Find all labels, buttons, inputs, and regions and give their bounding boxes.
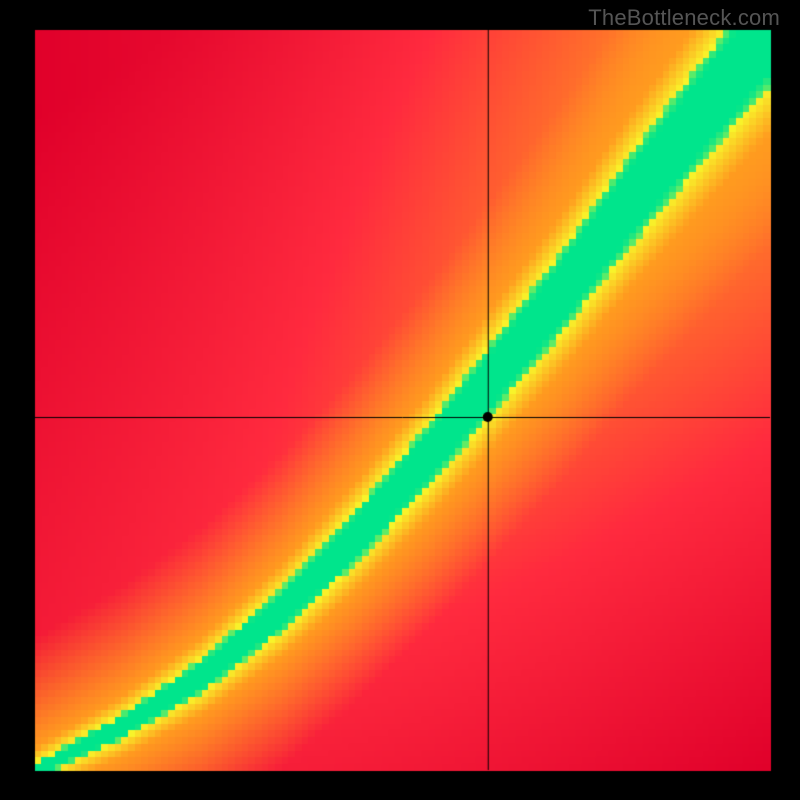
watermark-text: TheBottleneck.com [588,5,780,31]
bottleneck-heatmap [0,0,800,800]
